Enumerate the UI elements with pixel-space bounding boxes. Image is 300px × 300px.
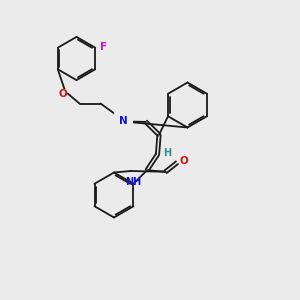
Text: F: F	[100, 42, 107, 52]
Text: NH: NH	[125, 177, 142, 187]
Text: N: N	[119, 116, 128, 127]
Text: H: H	[163, 148, 171, 158]
Text: O: O	[180, 156, 189, 166]
Text: O: O	[58, 88, 67, 99]
